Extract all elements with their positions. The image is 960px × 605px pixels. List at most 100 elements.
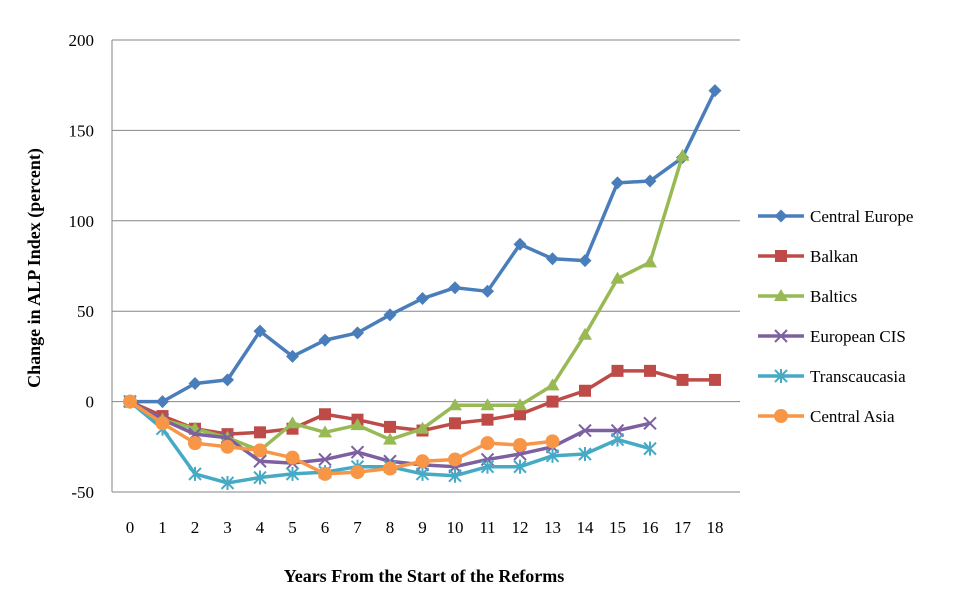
data-point xyxy=(319,408,331,421)
marker-stroke xyxy=(578,423,592,438)
series-central-europe xyxy=(123,84,722,409)
data-point xyxy=(643,174,657,188)
data-point xyxy=(676,373,689,386)
data-point xyxy=(350,465,365,480)
data-point xyxy=(351,326,364,340)
series-baltics xyxy=(123,148,690,456)
data-point xyxy=(350,445,365,459)
marker-stroke xyxy=(774,329,788,343)
data-point xyxy=(285,450,300,465)
data-point xyxy=(578,447,592,462)
data-point xyxy=(578,423,592,438)
x-tick-label: 11 xyxy=(479,518,495,537)
data-point xyxy=(221,373,234,387)
data-point xyxy=(318,425,332,438)
data-point xyxy=(481,413,494,426)
legend-item: Transcaucasia xyxy=(758,367,906,386)
data-point xyxy=(611,176,624,190)
x-tick-label: 12 xyxy=(512,518,529,537)
legend-item: Central Europe xyxy=(758,207,913,226)
data-point xyxy=(318,466,332,481)
legend-label: Balkan xyxy=(810,247,859,266)
data-point xyxy=(253,454,267,468)
data-point xyxy=(415,466,430,481)
data-point xyxy=(253,443,267,458)
data-point xyxy=(643,255,657,268)
data-point xyxy=(545,434,560,449)
marker-stroke xyxy=(350,445,365,459)
series-line xyxy=(129,155,685,453)
data-point xyxy=(383,432,397,445)
x-tick-label: 10 xyxy=(447,518,464,537)
data-point xyxy=(448,281,462,295)
data-point xyxy=(448,452,462,467)
data-point xyxy=(415,454,430,469)
data-point xyxy=(123,394,137,409)
marker-stroke xyxy=(318,452,332,467)
y-tick-labels: -50 0 50 100 150 200 xyxy=(69,31,95,502)
data-point xyxy=(350,418,365,431)
y-tick-label: 150 xyxy=(69,121,95,140)
data-point xyxy=(318,452,332,467)
data-point xyxy=(415,421,430,434)
x-tick-label: 15 xyxy=(609,518,626,537)
x-tick-label: 18 xyxy=(707,518,724,537)
data-point xyxy=(578,254,592,268)
x-tick-label: 2 xyxy=(191,518,200,537)
x-tick-labels: 0 1 2 3 4 5 6 7 8 9 10 11 12 13 14 15 16 17 18 xyxy=(126,518,724,537)
data-point xyxy=(285,416,300,429)
series-group xyxy=(123,84,722,490)
series-central-asia xyxy=(123,394,560,481)
x-tick-label: 9 xyxy=(418,518,427,537)
x-tick-label: 3 xyxy=(223,518,232,537)
data-point xyxy=(610,271,625,284)
legend-label: European CIS xyxy=(810,327,906,346)
legend-item: European CIS xyxy=(758,327,906,346)
marker-stroke xyxy=(643,416,657,431)
data-point xyxy=(643,416,657,431)
data-point xyxy=(156,395,169,409)
data-point xyxy=(188,436,202,451)
data-point xyxy=(644,364,656,377)
legend-label: Transcaucasia xyxy=(810,367,906,386)
legend-item: Central Asia xyxy=(758,407,895,426)
data-point xyxy=(254,426,266,439)
data-point xyxy=(545,448,560,463)
x-tick-label: 14 xyxy=(577,518,595,537)
x-tick-label: 7 xyxy=(353,518,362,537)
data-point xyxy=(480,398,495,411)
legend-item: Baltics xyxy=(758,287,857,306)
x-tick-label: 13 xyxy=(544,518,561,537)
data-point xyxy=(416,292,429,306)
data-point xyxy=(611,364,624,377)
data-point xyxy=(383,461,397,476)
legend: Central Europe Balkan Baltics European CIS T… xyxy=(758,207,913,426)
data-point xyxy=(709,373,721,386)
data-point xyxy=(448,468,462,483)
x-tick-label: 4 xyxy=(256,518,265,537)
data-point xyxy=(155,416,170,431)
y-tick-label: 0 xyxy=(86,393,95,412)
legend-marker xyxy=(774,289,788,301)
data-point xyxy=(188,377,202,391)
x-tick-label: 6 xyxy=(321,518,330,537)
data-point xyxy=(513,398,527,411)
data-point xyxy=(480,436,495,451)
data-point xyxy=(513,437,527,452)
data-point xyxy=(448,398,462,411)
data-point xyxy=(578,327,592,340)
y-tick-label: 50 xyxy=(77,302,94,321)
legend-label: Central Europe xyxy=(810,207,913,226)
legend-marker xyxy=(774,209,788,223)
legend-item: Balkan xyxy=(758,247,859,266)
data-point xyxy=(253,470,267,485)
legend-label: Baltics xyxy=(810,287,857,306)
x-tick-label: 5 xyxy=(288,518,297,537)
legend-marker xyxy=(774,409,788,423)
data-point xyxy=(546,252,559,266)
x-tick-label: 16 xyxy=(642,518,659,537)
y-axis-title: Change in ALP Index (percent) xyxy=(24,148,45,388)
legend-marker xyxy=(774,369,788,383)
data-point xyxy=(545,378,560,391)
